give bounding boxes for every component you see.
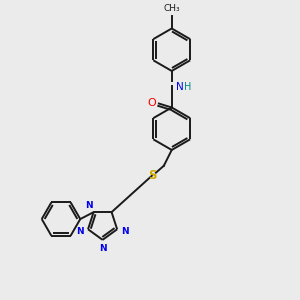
Text: N: N [121,227,129,236]
Text: N: N [176,82,183,92]
Text: S: S [148,169,156,182]
Text: O: O [148,98,156,108]
Text: N: N [85,201,92,210]
Text: H: H [184,82,191,92]
Text: N: N [99,244,106,253]
Text: CH₃: CH₃ [164,4,180,13]
Text: N: N [76,227,84,236]
